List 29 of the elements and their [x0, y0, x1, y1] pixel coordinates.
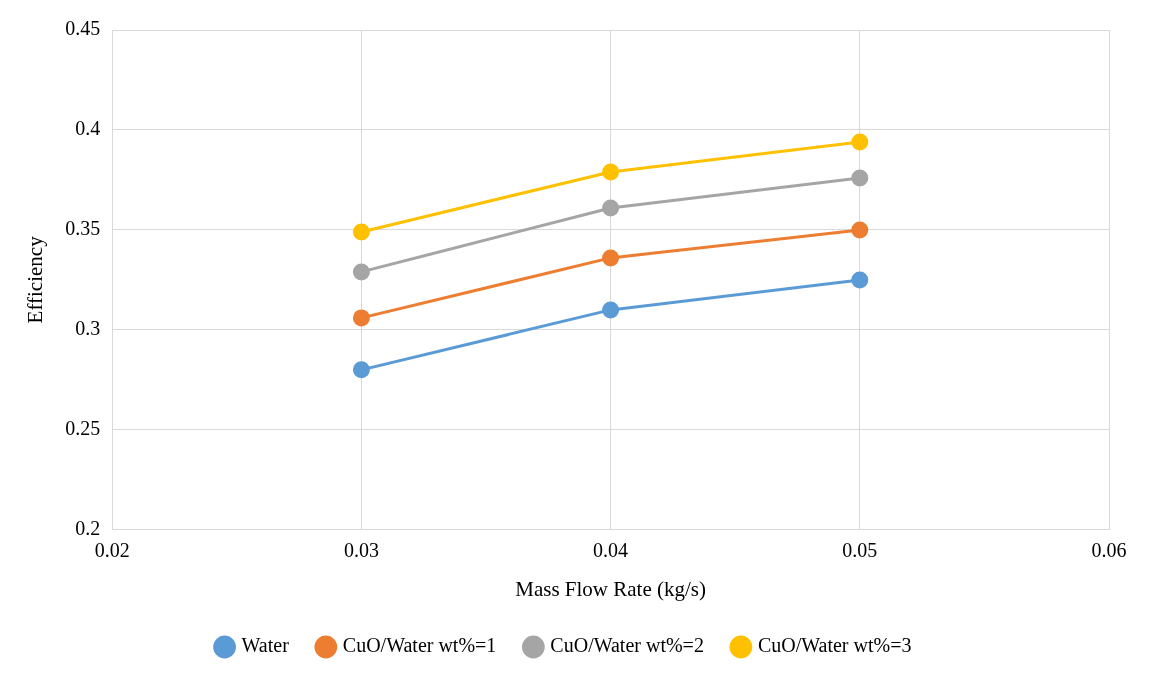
- y-tick-label: 0.3: [75, 317, 101, 340]
- point: [851, 221, 869, 239]
- x-tick-label: 0.06: [1091, 539, 1127, 562]
- y-axis-title: Efficiency: [23, 235, 48, 324]
- point: [602, 199, 620, 217]
- y-tick-label: 0.35: [65, 217, 101, 240]
- y-tick-label: 0.2: [75, 517, 101, 540]
- legend-label: CuO/Water wt%=2: [550, 634, 704, 657]
- x-axis-title: Mass Flow Rate (kg/s): [515, 576, 706, 601]
- x-tick-label: 0.05: [842, 539, 878, 562]
- x-tick-label: 0.04: [593, 539, 629, 562]
- y-tick-label: 0.45: [65, 17, 101, 40]
- legend-label: CuO/Water wt%=3: [757, 634, 912, 657]
- point: [352, 361, 370, 379]
- y-tick-label: 0.25: [65, 417, 101, 440]
- point: [602, 301, 620, 319]
- legend-label: CuO/Water wt%=1: [342, 634, 497, 657]
- legend-label: Water: [241, 634, 290, 657]
- x-tick-label: 0.02: [94, 539, 130, 562]
- point: [352, 263, 370, 281]
- point: [851, 169, 869, 187]
- point: [352, 309, 370, 327]
- point: [602, 163, 620, 181]
- point: [352, 223, 370, 241]
- x-tick-label: 0.03: [343, 539, 379, 562]
- point: [851, 271, 869, 289]
- point: [602, 249, 620, 267]
- y-tick-label: 0.4: [75, 117, 101, 140]
- point: [851, 133, 869, 151]
